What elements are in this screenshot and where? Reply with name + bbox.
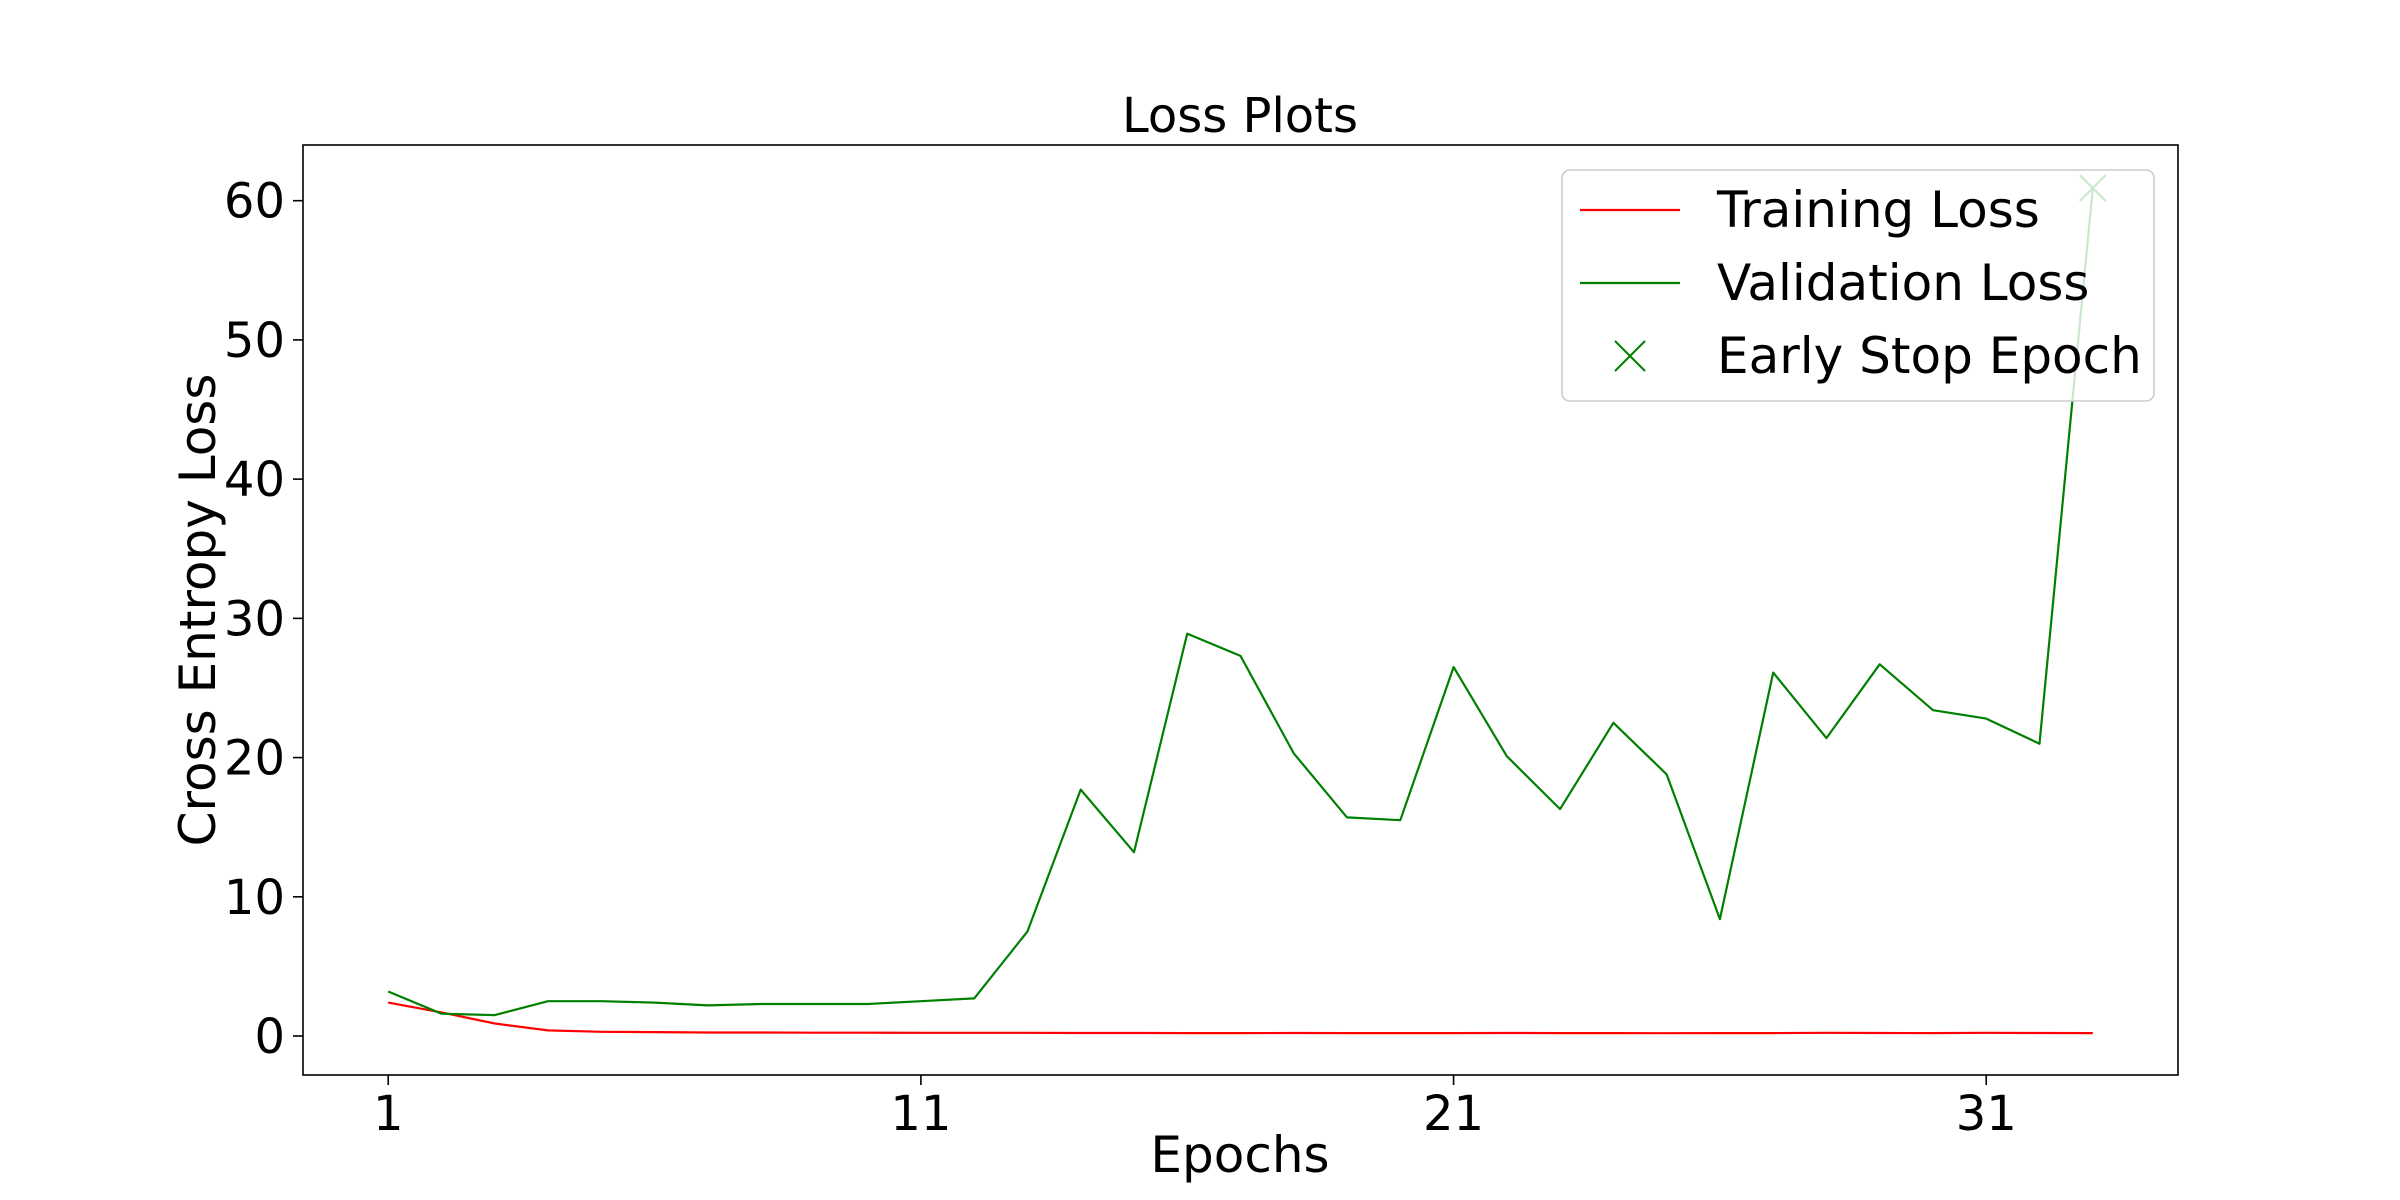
legend-early-stop-epoch-marker <box>1614 340 1646 372</box>
chart-title: Loss Plots <box>1122 88 1358 144</box>
legend-validation-loss-label: Validation Loss <box>1717 254 2089 312</box>
x-axis-label: Epochs <box>1150 1126 1329 1184</box>
validation-loss-line <box>387 188 2094 1017</box>
y-axis-ticks: 0 10 20 30 40 50 60 <box>224 174 303 1065</box>
x-tick-label: 11 <box>890 1086 951 1142</box>
y-tick-label: 10 <box>224 870 285 926</box>
legend-training-loss-label: Training Loss <box>1716 181 2040 239</box>
x-tick-label: 1 <box>373 1086 404 1142</box>
training-loss-line <box>388 1001 2093 1035</box>
x-axis-ticks: 1 11 21 31 <box>373 1075 2017 1142</box>
plot-area-frame <box>302 144 2179 1076</box>
x-tick-label: 21 <box>1423 1086 1484 1142</box>
y-tick-label: 40 <box>224 452 285 508</box>
legend-early-stop-epoch-label: Early Stop Epoch <box>1717 327 2142 385</box>
x-tick-label: 31 <box>1956 1086 2017 1142</box>
y-tick-label: 20 <box>224 731 285 787</box>
y-tick-label: 60 <box>224 174 285 230</box>
y-tick-label: 0 <box>254 1009 285 1065</box>
y-tick-label: 50 <box>224 313 285 369</box>
legend-box <box>1561 169 2155 402</box>
legend: Training Loss Validation Loss Early Stop E… <box>1561 169 2155 402</box>
y-tick-label: 30 <box>224 591 285 647</box>
y-axis-label: Cross Entropy Loss <box>169 374 227 847</box>
